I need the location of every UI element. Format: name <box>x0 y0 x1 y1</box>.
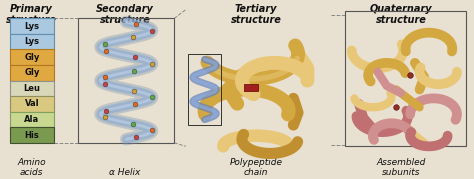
Text: Assembled
subunits: Assembled subunits <box>376 158 426 176</box>
Text: Val: Val <box>25 99 39 108</box>
Text: Ala: Ala <box>24 115 39 124</box>
Bar <box>78 18 174 143</box>
Bar <box>9 96 54 112</box>
Text: Lys: Lys <box>24 22 39 31</box>
Text: His: His <box>25 130 39 139</box>
Text: Secondary
structure: Secondary structure <box>96 4 154 25</box>
Bar <box>9 112 54 127</box>
Text: Amino
acids: Amino acids <box>18 158 46 176</box>
Bar <box>188 54 221 125</box>
Bar <box>9 34 54 50</box>
Bar <box>9 49 54 65</box>
Text: α Helix: α Helix <box>109 168 141 176</box>
Text: Leu: Leu <box>23 84 40 93</box>
Bar <box>9 65 54 81</box>
Text: Tertiary
structure: Tertiary structure <box>230 4 282 25</box>
Text: Polypeptide
chain: Polypeptide chain <box>229 158 283 176</box>
Bar <box>244 84 258 91</box>
Bar <box>9 127 54 143</box>
Bar <box>345 11 466 146</box>
Text: Gly: Gly <box>24 53 39 62</box>
Text: Quaternary
structure: Quaternary structure <box>370 4 432 25</box>
Text: Primary
structure: Primary structure <box>6 4 57 25</box>
Bar <box>9 18 54 34</box>
Bar <box>9 81 54 96</box>
Text: Gly: Gly <box>24 68 39 77</box>
Text: Lys: Lys <box>24 37 39 46</box>
